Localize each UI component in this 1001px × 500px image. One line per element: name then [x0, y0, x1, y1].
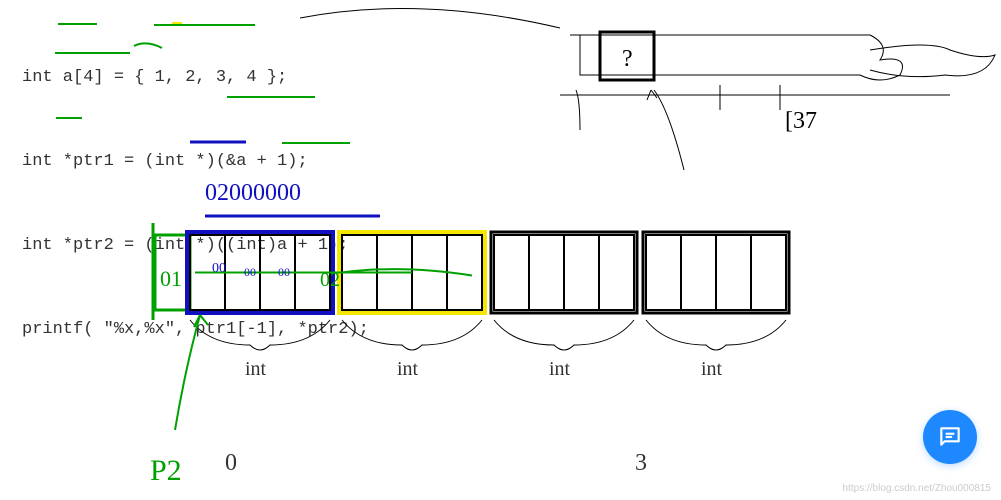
- svg-text:3: 3: [635, 450, 647, 476]
- svg-text:02000000: 02000000: [205, 180, 301, 206]
- svg-text:?: ?: [622, 46, 633, 72]
- svg-text:P2: P2: [150, 454, 182, 487]
- chat-icon[interactable]: [923, 410, 977, 464]
- diagram-svg: ? [37 int int int int 01 00 00 00 02 02000000 P2 0 3: [0, 0, 1001, 500]
- svg-text:0: 0: [225, 450, 237, 476]
- svg-text:00: 00: [244, 265, 256, 279]
- svg-text:int: int: [701, 358, 723, 380]
- svg-text:int: int: [549, 358, 571, 380]
- svg-text:01: 01: [160, 266, 182, 291]
- svg-text:02: 02: [320, 269, 340, 291]
- svg-text:int: int: [245, 358, 267, 380]
- watermark: https://blog.csdn.net/Zhou000815: [843, 483, 991, 494]
- svg-text:00: 00: [278, 265, 290, 279]
- svg-text:int: int: [397, 358, 419, 380]
- svg-text:00: 00: [212, 261, 226, 276]
- svg-text:[37: [37: [785, 108, 817, 134]
- chat-bubble-icon: [937, 424, 963, 450]
